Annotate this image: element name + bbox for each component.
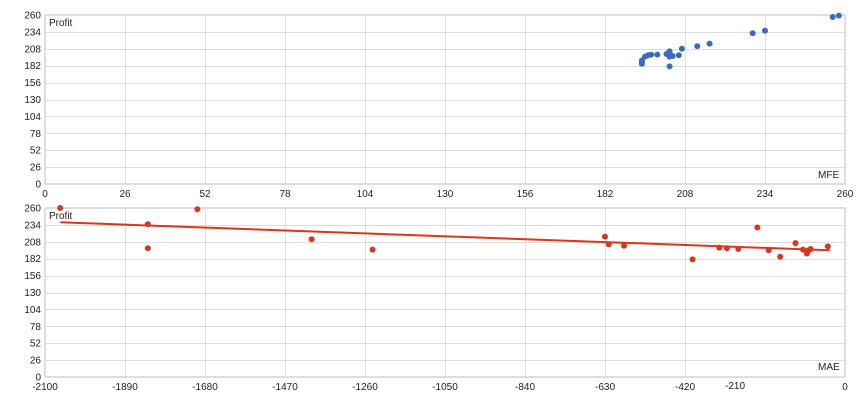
bottom-x-tick-label: -420 — [675, 382, 695, 393]
bottom-data-point — [194, 206, 201, 213]
top-data-point — [749, 30, 756, 37]
bottom-data-point — [602, 233, 608, 240]
bottom-data-point — [689, 256, 696, 263]
top-gridlines — [44, 14, 846, 185]
bottom-y-tick-label: 0 — [35, 373, 41, 384]
bottom-data-point — [723, 245, 730, 252]
top-y-tick-label: 156 — [24, 78, 41, 89]
bottom-data-point — [807, 245, 814, 252]
top-data-point — [706, 40, 713, 47]
top-data-point — [654, 51, 661, 58]
top-x-tick-labels: 0 26 52 78 104 130 156 182 208 234 260 — [42, 189, 854, 200]
bottom-data-point — [621, 242, 628, 249]
top-y-tick-label: 234 — [24, 27, 41, 38]
top-data-point — [694, 43, 701, 50]
bottom-data-point — [765, 247, 772, 254]
bottom-data-point — [369, 246, 376, 253]
bottom-gridlines — [44, 207, 846, 378]
bottom-x-tick-label: -1890 — [112, 382, 138, 393]
bottom-data-point — [144, 221, 151, 228]
top-x-tick-label: 52 — [199, 189, 211, 200]
top-data-point — [762, 27, 768, 34]
bottom-data-point — [605, 241, 612, 248]
top-x-tick-label: 156 — [517, 189, 534, 200]
bottom-data-point — [716, 244, 723, 251]
top-x-tick-label: 130 — [437, 189, 454, 200]
top-y-axis-title: Profit — [49, 18, 73, 29]
top-data-point — [829, 13, 836, 20]
bottom-x-tick-label: -1260 — [352, 382, 378, 393]
top-data-point — [669, 52, 676, 59]
bottom-data-point — [308, 236, 315, 243]
bottom-x-tick-label: 0 — [842, 382, 848, 393]
bottom-y-tick-labels: 0 26 52 78 104 130 156 182 208 234 260 — [24, 204, 41, 384]
bottom-y-axis-title: Profit — [49, 211, 73, 222]
bottom-y-tick-label: 208 — [24, 237, 41, 248]
top-y-tick-labels: 0 26 52 78 104 130 156 182 208 234 260 — [24, 11, 41, 191]
top-data-point — [666, 63, 673, 70]
trendline — [60, 221, 830, 252]
top-y-tick-label: 260 — [24, 11, 41, 22]
bottom-data-points — [57, 205, 831, 263]
top-data-point — [675, 52, 682, 59]
bottom-y-tick-label: 182 — [24, 254, 41, 265]
top-y-tick-label: 130 — [24, 95, 41, 106]
top-x-tick-label: 234 — [757, 189, 774, 200]
top-y-tick-label: 78 — [30, 129, 42, 140]
top-data-point — [678, 45, 685, 52]
top-x-axis-title: MFE — [818, 170, 839, 181]
bottom-data-point — [800, 246, 807, 253]
bottom-data-point — [824, 243, 831, 250]
bottom-data-point — [792, 240, 799, 247]
top-y-tick-label: 104 — [24, 112, 41, 123]
bottom-x-tick-labels: -2100 -1890 -1680 -1470 -1260 -1050 -840 -630 -4… — [32, 382, 848, 393]
bottom-y-tick-label: 26 — [30, 356, 42, 367]
top-x-tick-label: 104 — [357, 189, 374, 200]
bottom-y-tick-label: 104 — [24, 305, 41, 316]
top-y-tick-label: 208 — [24, 44, 41, 55]
top-x-tick-label: 208 — [677, 189, 694, 200]
bottom-y-tick-label: 130 — [24, 288, 41, 299]
bottom-x-tick-label: -1050 — [432, 382, 458, 393]
bottom-extra-x-tick-label: -210 — [725, 381, 745, 392]
bottom-x-tick-label: -630 — [595, 382, 615, 393]
top-y-tick-label: 52 — [30, 146, 42, 157]
bottom-data-point — [144, 245, 151, 252]
top-y-tick-label: 182 — [24, 61, 41, 72]
bottom-x-axis-title: MAE — [818, 362, 840, 373]
bottom-y-tick-label: 260 — [24, 204, 41, 215]
bottom-x-tick-label: -1680 — [192, 382, 218, 393]
top-data-point — [648, 51, 655, 58]
top-x-tick-label: 26 — [119, 189, 131, 200]
bottom-data-point — [754, 224, 761, 231]
bottom-y-tick-label: 156 — [24, 271, 41, 282]
top-y-tick-label: 0 — [35, 180, 41, 191]
top-data-point — [835, 12, 842, 19]
bottom-x-tick-label: -2100 — [32, 382, 58, 393]
bottom-data-point — [735, 245, 742, 252]
top-x-tick-label: 78 — [279, 189, 291, 200]
top-chart: 0 26 52 78 104 130 156 182 208 234 260 0 26 52 78 104 1… — [24, 11, 853, 201]
top-x-tick-label: 0 — [42, 189, 48, 200]
bottom-y-tick-label: 234 — [24, 220, 41, 231]
top-data-points — [638, 12, 842, 70]
top-y-tick-label: 26 — [30, 163, 42, 174]
bottom-data-point — [57, 205, 64, 211]
top-x-tick-label: 182 — [597, 189, 614, 200]
bottom-y-tick-label: 78 — [30, 322, 42, 333]
top-x-tick-label: 260 — [837, 189, 854, 200]
bottom-y-tick-label: 52 — [30, 339, 42, 350]
bottom-x-tick-label: -840 — [515, 382, 535, 393]
bottom-data-point — [777, 253, 784, 260]
bottom-x-tick-label: -1470 — [272, 382, 298, 393]
